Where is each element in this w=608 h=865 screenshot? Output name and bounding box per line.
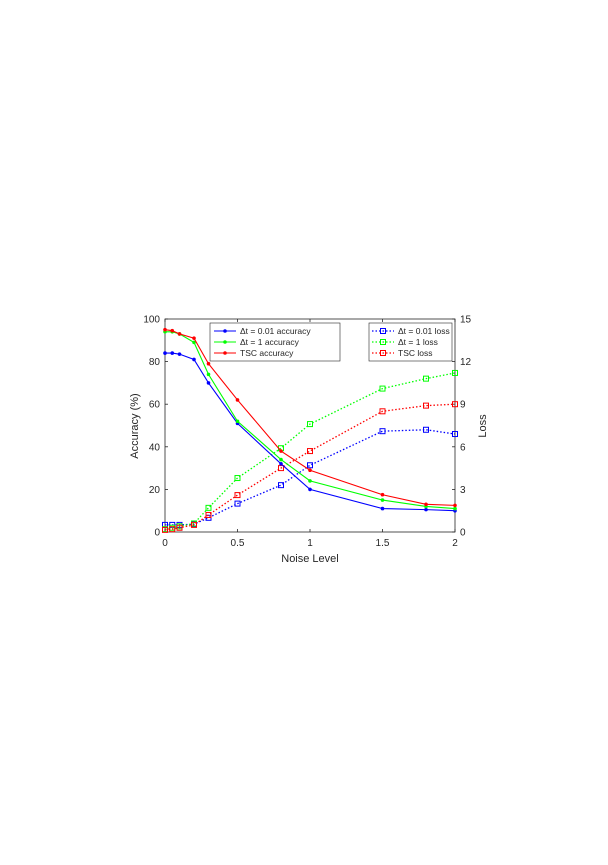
data-point-loss-2 [452,401,458,408]
y-right-tick-label: 0 [460,528,466,539]
legend-loss-label: Δt = 0.01 loss [398,326,450,336]
legend-loss-label: TSC loss [398,348,432,358]
legend-accuracy-marker [223,329,227,333]
y-right-tick-label: 12 [460,357,472,368]
legend-loss-marker [380,328,386,334]
data-point-loss-2 [379,408,386,415]
data-point-loss-1 [205,504,212,511]
data-point-accuracy-2 [308,468,312,473]
data-point-accuracy-2 [279,449,283,453]
data-point-accuracy-2 [206,361,211,366]
data-point-accuracy-0 [163,351,167,355]
data-point-loss-1 [452,369,458,376]
y-left-tick-label: 60 [149,400,161,411]
data-point-loss-0 [234,500,241,507]
data-point-loss-2 [423,402,429,409]
data-point-loss-0 [379,428,386,435]
y-left-tick-label: 100 [143,315,160,326]
y-right-tick-label: 9 [460,400,466,411]
data-point-loss-2 [169,526,176,533]
data-point-accuracy-1 [192,340,196,345]
data-point-accuracy-0 [424,507,428,512]
data-point-accuracy-1 [453,506,457,511]
data-point-accuracy-2 [170,328,175,333]
data-point-loss-1 [379,385,386,392]
x-tick-label: 2 [452,538,458,549]
series-line-loss-1 [164,372,456,530]
series-line-loss-0 [165,429,456,526]
y-axis-left-label: Accuracy (%) [129,393,141,458]
data-point-loss-1 [234,475,241,482]
y-axis-right-label: Loss [477,414,489,438]
data-point-accuracy-2 [177,332,182,336]
data-point-accuracy-2 [380,492,385,497]
legend-loss-marker [380,350,386,356]
data-point-accuracy-0 [380,506,385,511]
data-point-accuracy-0 [279,462,283,466]
y-right-tick-label: 6 [460,442,466,453]
data-point-accuracy-0 [192,357,196,362]
data-point-loss-2 [176,524,183,531]
data-point-accuracy-0 [206,381,211,385]
legend-accuracy-marker [223,351,227,355]
data-point-loss-2 [191,521,197,528]
data-point-accuracy-0 [308,487,312,492]
x-tick-label: 1.5 [376,538,390,549]
data-point-accuracy-1 [206,372,211,377]
y-left-tick-label: 20 [149,485,161,496]
data-point-accuracy-2 [163,327,167,332]
data-point-loss-2 [234,492,241,499]
y-left-tick-label: 0 [154,528,160,539]
legend-accuracy-marker [223,340,227,344]
data-point-loss-0 [307,462,313,469]
data-point-loss-2 [307,448,313,455]
data-point-accuracy-1 [235,419,240,424]
data-point-accuracy-1 [279,457,283,462]
data-point-loss-0 [452,431,458,438]
y-left-tick-label: 80 [149,357,161,368]
x-tick-label: 0.5 [231,538,245,549]
legend-loss-marker [380,339,386,345]
y-right-tick-label: 15 [460,315,472,326]
data-point-loss-1 [307,421,313,428]
legend-accuracy-label: Δt = 0.01 accuracy [240,326,311,336]
data-point-accuracy-1 [308,479,312,483]
data-point-accuracy-2 [424,502,428,507]
data-point-loss-2 [205,511,212,518]
data-point-loss-2 [162,526,168,533]
y-right-tick-label: 3 [460,485,466,496]
data-point-loss-1 [423,375,429,382]
legend-accuracy-label: TSC accuracy [240,348,294,358]
data-point-accuracy-2 [235,398,240,402]
x-tick-label: 0 [162,538,168,549]
data-point-accuracy-2 [192,336,196,340]
data-point-accuracy-0 [170,351,175,355]
data-point-loss-0 [423,426,429,433]
data-point-accuracy-2 [453,503,457,508]
y-left-tick-label: 40 [149,442,161,453]
x-tick-label: 1 [307,538,313,549]
data-point-accuracy-1 [380,498,385,502]
legend-loss-label: Δt = 1 loss [398,337,438,347]
x-axis-label: Noise Level [281,553,338,565]
data-point-loss-0 [278,482,284,489]
data-point-accuracy-0 [177,352,182,356]
legend-accuracy-label: Δt = 1 accuracy [240,337,300,347]
